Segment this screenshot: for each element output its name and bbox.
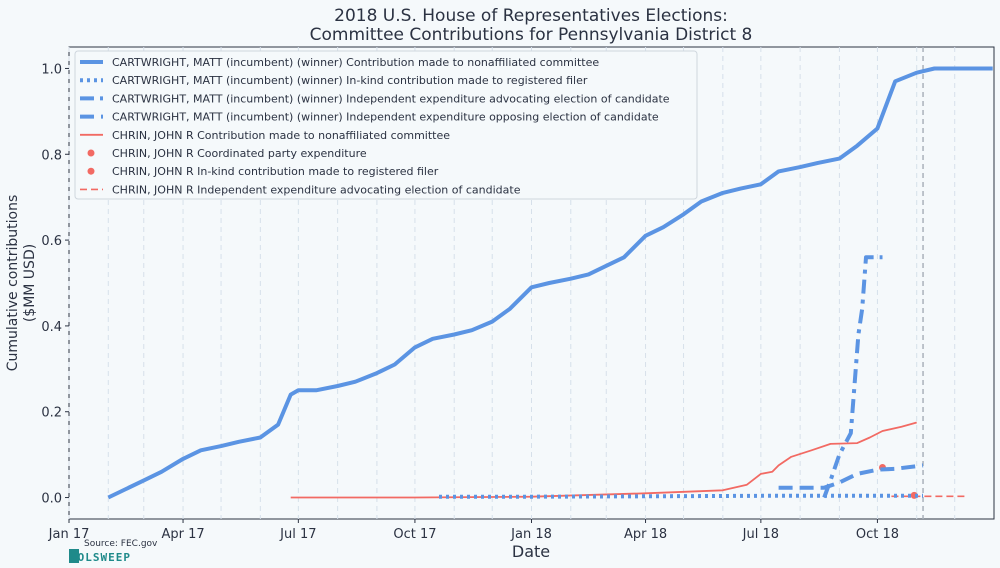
legend-label: CARTWRIGHT, MATT (incumbent) (winner) In…: [112, 92, 670, 105]
x-tick-label: Apr 18: [624, 527, 667, 542]
x-tick-label: Oct 17: [393, 527, 436, 542]
legend-label: CARTWRIGHT, MATT (incumbent) (winner) Co…: [112, 56, 599, 69]
legend-swatch: [87, 167, 95, 175]
legend-label: CARTWRIGHT, MATT (incumbent) (winner) In…: [112, 111, 659, 124]
series-line: [822, 255, 883, 499]
y-tick-label: 0.6: [41, 234, 62, 249]
series-line: [778, 463, 924, 490]
y-axis-label-line1: Cumulative contributions: [5, 195, 21, 372]
y-tick-label: 1.0: [41, 62, 62, 77]
x-axis-label: Date: [512, 542, 550, 561]
logo-mark: [69, 549, 79, 563]
y-axis-label-line2: ($MM USD): [22, 244, 38, 322]
series-line: [439, 493, 923, 499]
legend-box: [74, 50, 698, 200]
legend: CARTWRIGHT, MATT (incumbent) (winner) Co…: [74, 50, 698, 200]
x-tick-label: Jul 18: [742, 527, 779, 542]
series-line: [107, 66, 993, 500]
legend-swatch: [87, 149, 95, 157]
y-tick-label: 0.0: [41, 492, 62, 507]
grid: [68, 47, 956, 519]
logo-text: VOLSWEEP: [70, 551, 131, 564]
x-tick-label: Apr 17: [161, 527, 204, 542]
legend-label: CHRIN, JOHN R Coordinated party expendit…: [112, 147, 367, 160]
chart-subtitle: Committee Contributions for Pennsylvania…: [310, 25, 753, 45]
legend-label: CHRIN, JOHN R Independent expenditure ad…: [112, 183, 521, 196]
legend-label: CHRIN, JOHN R In-kind contribution made …: [112, 165, 439, 178]
x-tick-label: Jul 17: [279, 527, 316, 542]
axis-ticks: Jan 17 Apr 17 Jul 17 Oct 17 Jan 18 Apr 18 Jul …: [41, 62, 899, 542]
source-text: Source: FEC.gov: [84, 539, 158, 549]
x-tick-label: Oct 18: [856, 527, 899, 542]
series-layer: [107, 47, 993, 519]
x-tick-label: Jan 17: [48, 527, 90, 542]
legend-label: CARTWRIGHT, MATT (incumbent) (winner) In…: [112, 74, 588, 87]
y-tick-label: 0.8: [41, 148, 62, 163]
y-tick-label: 0.4: [41, 320, 62, 335]
legend-label: CHRIN, JOHN R Contribution made to nonaf…: [112, 129, 450, 142]
chart-title: 2018 U.S. House of Representatives Elect…: [334, 6, 728, 26]
y-tick-label: 0.2: [41, 406, 62, 421]
x-tick-label: Jan 18: [510, 527, 552, 542]
